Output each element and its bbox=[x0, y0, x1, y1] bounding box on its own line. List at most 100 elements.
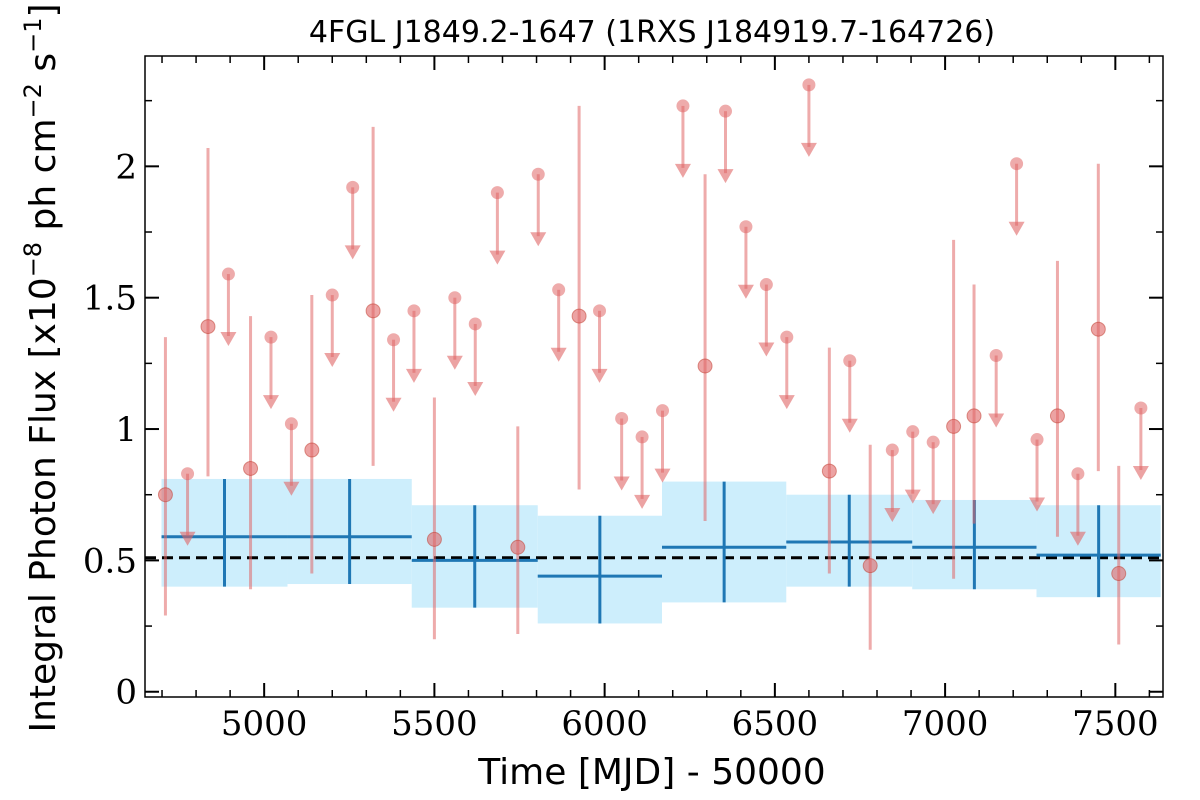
upper-limit-arrow bbox=[179, 531, 196, 546]
flux-upper-limits bbox=[179, 78, 1149, 546]
upper-limit-point bbox=[906, 425, 920, 439]
upper-limit-point bbox=[885, 443, 899, 457]
upper-limit-point bbox=[593, 304, 607, 318]
upper-limit-arrow bbox=[467, 381, 484, 396]
y-tick-label: 0 bbox=[115, 673, 137, 713]
flux-point bbox=[966, 408, 982, 424]
upper-limit-point bbox=[656, 404, 670, 418]
flux-point bbox=[365, 303, 381, 319]
upper-limit-arrow bbox=[1029, 497, 1046, 512]
x-tick-label: 5000 bbox=[221, 704, 308, 744]
x-axis-ticks: 5000 5500 6000 6500 7000 7500 bbox=[161, 56, 1159, 744]
upper-limit-arrow bbox=[654, 468, 671, 483]
upper-limit-point bbox=[843, 354, 857, 368]
y-tick-label: 1 bbox=[115, 410, 137, 450]
upper-limit-arrow bbox=[634, 494, 651, 509]
upper-limit-arrow bbox=[385, 397, 402, 412]
upper-limit-arrow bbox=[489, 250, 506, 265]
y-tick-label: 1.5 bbox=[83, 279, 137, 319]
upper-limit-arrow bbox=[737, 284, 754, 299]
x-tick-label: 5500 bbox=[391, 704, 478, 744]
y-axis-title-pre: Integral Photon Flux [x10 bbox=[23, 277, 64, 732]
upper-limit-arrow bbox=[800, 142, 817, 157]
x-tick-label: 6500 bbox=[732, 704, 819, 744]
flux-point bbox=[862, 558, 878, 574]
upper-limit-point bbox=[1134, 401, 1148, 415]
upper-limit-point bbox=[325, 288, 339, 302]
upper-limit-arrow bbox=[220, 332, 237, 347]
upper-limit-arrow bbox=[405, 368, 422, 383]
flux-point bbox=[571, 308, 587, 324]
chart-title: 4FGL J1849.2-1647 (1RXS J184919.7-164726… bbox=[309, 15, 995, 50]
upper-limit-point bbox=[552, 283, 566, 297]
upper-limit-arrow bbox=[925, 500, 942, 515]
y-axis-title-mid2: s bbox=[23, 53, 64, 83]
upper-limit-point bbox=[1030, 433, 1044, 447]
upper-limit-point bbox=[284, 417, 298, 431]
flux-point bbox=[304, 442, 320, 458]
y-axis-title-exp2: −2 bbox=[19, 83, 47, 118]
upper-limit-arrow bbox=[717, 169, 734, 184]
flux-point bbox=[200, 319, 216, 335]
upper-limit-arrow bbox=[778, 395, 795, 410]
y-tick-label: 2 bbox=[115, 147, 137, 187]
upper-limit-point bbox=[181, 467, 195, 481]
upper-limit-arrow bbox=[613, 476, 630, 491]
flux-point bbox=[157, 487, 173, 503]
plot-frame bbox=[144, 55, 1164, 698]
upper-limit-point bbox=[346, 180, 360, 194]
upper-limit-point bbox=[264, 330, 278, 344]
upper-limit-point bbox=[468, 317, 482, 331]
upper-limit-arrow bbox=[904, 489, 921, 504]
upper-limit-arrow bbox=[283, 481, 300, 496]
upper-limit-point bbox=[780, 330, 794, 344]
y-axis-title-post: ] bbox=[23, 3, 64, 17]
upper-limit-point bbox=[387, 333, 401, 347]
upper-limit-arrow bbox=[262, 395, 279, 410]
upper-limit-point bbox=[531, 167, 545, 181]
y-tick-label: 0.5 bbox=[83, 541, 137, 581]
upper-limit-point bbox=[759, 278, 773, 292]
x-tick-label: 7000 bbox=[902, 704, 989, 744]
upper-limit-point bbox=[1071, 467, 1085, 481]
y-axis-title-exp3: −1 bbox=[19, 18, 47, 53]
flux-point bbox=[821, 463, 837, 479]
y-axis-title-exp1: −8 bbox=[19, 242, 47, 277]
upper-limit-point bbox=[718, 104, 732, 118]
upper-limit-arrow bbox=[674, 163, 691, 178]
flux-point bbox=[426, 531, 442, 547]
upper-limit-arrow bbox=[841, 418, 858, 433]
flux-point bbox=[697, 358, 713, 374]
upper-limit-point bbox=[635, 430, 649, 444]
upper-limit-arrow bbox=[758, 342, 775, 357]
upper-limit-point bbox=[407, 304, 421, 318]
upper-limit-arrow bbox=[1008, 221, 1025, 236]
upper-limit-arrow bbox=[324, 353, 341, 368]
upper-limit-point bbox=[926, 435, 940, 449]
upper-limit-point bbox=[490, 186, 504, 200]
upper-limit-arrow bbox=[1069, 531, 1086, 546]
flux-point bbox=[1090, 321, 1106, 337]
upper-limit-arrow bbox=[884, 508, 901, 523]
x-tick-label: 6000 bbox=[561, 704, 648, 744]
flux-point bbox=[1111, 566, 1127, 582]
flux-point bbox=[946, 418, 962, 434]
x-axis-title: Time [MJD] - 50000 bbox=[477, 752, 825, 793]
upper-limit-point bbox=[989, 348, 1003, 362]
flux-point bbox=[243, 460, 259, 476]
upper-limit-arrow bbox=[550, 347, 567, 362]
upper-limit-point bbox=[676, 99, 690, 113]
upper-limit-point bbox=[802, 78, 816, 92]
upper-limit-point bbox=[448, 291, 462, 305]
flux-point bbox=[510, 539, 526, 555]
y-axis-title: Integral Photon Flux [x10−8 ph cm−2 s−1] bbox=[19, 3, 64, 732]
y-axis-title-mid: ph cm bbox=[23, 118, 64, 241]
upper-limit-arrow bbox=[1132, 466, 1149, 481]
flux-points bbox=[157, 105, 1127, 650]
upper-limit-point bbox=[615, 412, 629, 426]
y-axis-ticks: 0 0.5 1 1.5 2 bbox=[83, 99, 1163, 713]
upper-limit-arrow bbox=[530, 232, 547, 247]
upper-limit-arrow bbox=[344, 245, 361, 260]
upper-limit-point bbox=[221, 267, 235, 281]
